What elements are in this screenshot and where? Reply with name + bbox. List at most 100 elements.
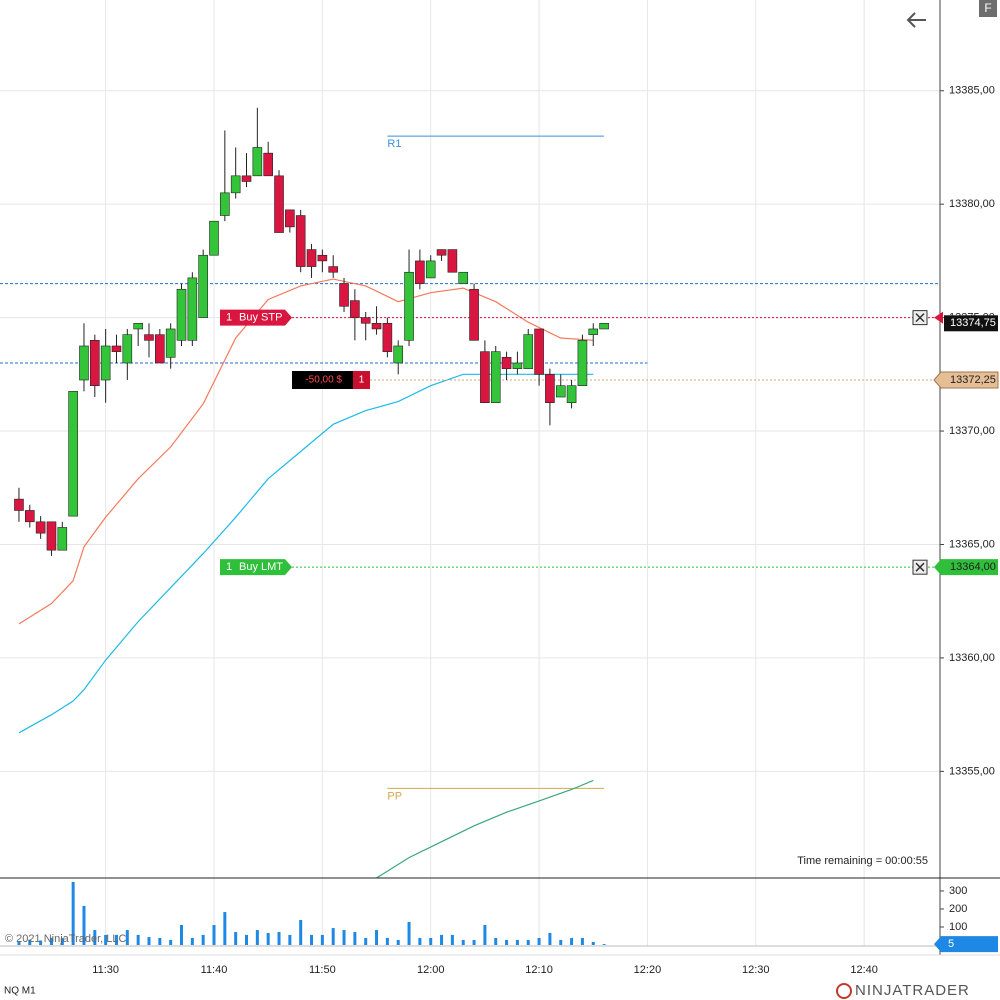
volume-bar xyxy=(17,941,21,945)
volume-bar xyxy=(158,937,162,945)
candle-body xyxy=(241,175,252,182)
volume-bar xyxy=(353,932,357,945)
position-price-label: 13372,25 xyxy=(950,374,996,386)
volume-bar xyxy=(288,934,292,945)
candle-body xyxy=(252,147,263,177)
candle-body xyxy=(79,345,89,381)
candle-body xyxy=(436,249,447,256)
order-price-tip xyxy=(934,311,943,324)
volume-bar xyxy=(450,934,454,945)
candle-body xyxy=(133,322,143,330)
volume-bar xyxy=(93,930,97,945)
candle-body xyxy=(328,266,338,273)
order-price-badge xyxy=(934,559,998,576)
volume-bar xyxy=(591,941,595,945)
candle-body xyxy=(111,345,122,352)
y-tick-label: 13380,00 xyxy=(949,198,995,210)
volume-bar xyxy=(342,930,346,945)
candle-body xyxy=(393,345,404,364)
volume-bar xyxy=(526,939,530,945)
volume-badge-label: 5 xyxy=(948,938,954,950)
volume-bar xyxy=(82,905,86,945)
volume-bar xyxy=(125,930,129,945)
volume-bar xyxy=(104,934,108,945)
candle-body xyxy=(545,374,555,404)
time-remaining: Time remaining = 00:00:55 xyxy=(797,855,928,867)
volume-bar xyxy=(429,937,433,945)
f-button[interactable] xyxy=(979,0,997,17)
pnl-box xyxy=(292,371,353,390)
order-badge[interactable] xyxy=(220,559,292,576)
candle-body xyxy=(512,362,523,369)
volume-bar xyxy=(277,932,281,945)
candle-body xyxy=(404,271,414,341)
position-qty-box[interactable] xyxy=(353,371,370,390)
position-price-badge xyxy=(933,371,999,389)
candle-body xyxy=(577,340,588,386)
candle-body xyxy=(209,220,219,256)
volume-bar xyxy=(515,939,519,945)
candle-body xyxy=(360,317,371,324)
volume-bar xyxy=(190,937,194,945)
copyright: © 2021 NinjaTrader, LLC xyxy=(5,933,126,945)
volume-bar xyxy=(201,934,205,945)
candle-body xyxy=(306,249,317,267)
x-tick-label: 12:30 xyxy=(742,964,770,976)
moving-average xyxy=(18,278,594,625)
grid: 13355,0013360,0013365,0013370,0013375,00… xyxy=(0,0,995,946)
volume-bar xyxy=(39,940,43,945)
volume-bar xyxy=(494,937,498,945)
last-price-badge xyxy=(944,315,998,332)
candle-body xyxy=(566,385,577,404)
logo: NINJATRADER xyxy=(855,982,970,999)
candle-body xyxy=(415,260,425,284)
candle-body xyxy=(555,385,566,398)
volume-bar xyxy=(440,934,444,945)
volume-bar xyxy=(505,939,509,945)
f-button-label[interactable]: F xyxy=(984,1,991,15)
order-label: Buy LMT xyxy=(239,561,283,573)
candle-body xyxy=(68,391,78,517)
candle-body xyxy=(57,527,68,551)
volume-bar xyxy=(407,921,411,945)
volume-bar xyxy=(255,930,259,945)
candle-body xyxy=(263,152,273,177)
volume-bar xyxy=(266,932,270,945)
x-tick-label: 12:20 xyxy=(634,964,662,976)
candle-body xyxy=(46,521,57,551)
candle-body xyxy=(100,345,111,381)
volume-bar xyxy=(310,934,314,945)
volume-bar xyxy=(114,934,118,945)
candle-body xyxy=(187,277,198,341)
y-tick-label: 13385,00 xyxy=(949,85,995,97)
pivot-label: R1 xyxy=(387,138,401,150)
order-badge[interactable] xyxy=(220,309,292,326)
candle-body xyxy=(165,328,176,358)
instrument: NQ M1 xyxy=(4,986,36,997)
volume-bar xyxy=(364,937,368,945)
volume-bar xyxy=(245,934,249,945)
volume-bar xyxy=(147,937,151,945)
order-label: Buy STP xyxy=(239,312,282,324)
volume-bar xyxy=(375,930,379,945)
volume-tick-label: 300 xyxy=(949,885,967,897)
candle-body xyxy=(339,283,349,307)
candle-body xyxy=(382,322,393,352)
volume-bar xyxy=(28,939,32,945)
x-tick-label: 12:10 xyxy=(525,964,553,976)
candle-body xyxy=(447,249,458,273)
volume-bar xyxy=(396,939,400,945)
x-tick-label: 12:00 xyxy=(417,964,445,976)
volume-tick-label: 200 xyxy=(949,903,967,915)
candle-body xyxy=(220,192,230,216)
candle-body xyxy=(285,209,295,228)
candle-body xyxy=(523,334,534,369)
pivot-label: PP xyxy=(387,790,402,802)
order-quantity: 1 xyxy=(226,561,232,573)
volume-bar xyxy=(385,937,389,945)
volume-bar xyxy=(223,912,227,945)
x-tick-label: 11:50 xyxy=(309,964,336,976)
volume-badge xyxy=(934,936,998,953)
back-arrow[interactable] xyxy=(906,12,926,28)
